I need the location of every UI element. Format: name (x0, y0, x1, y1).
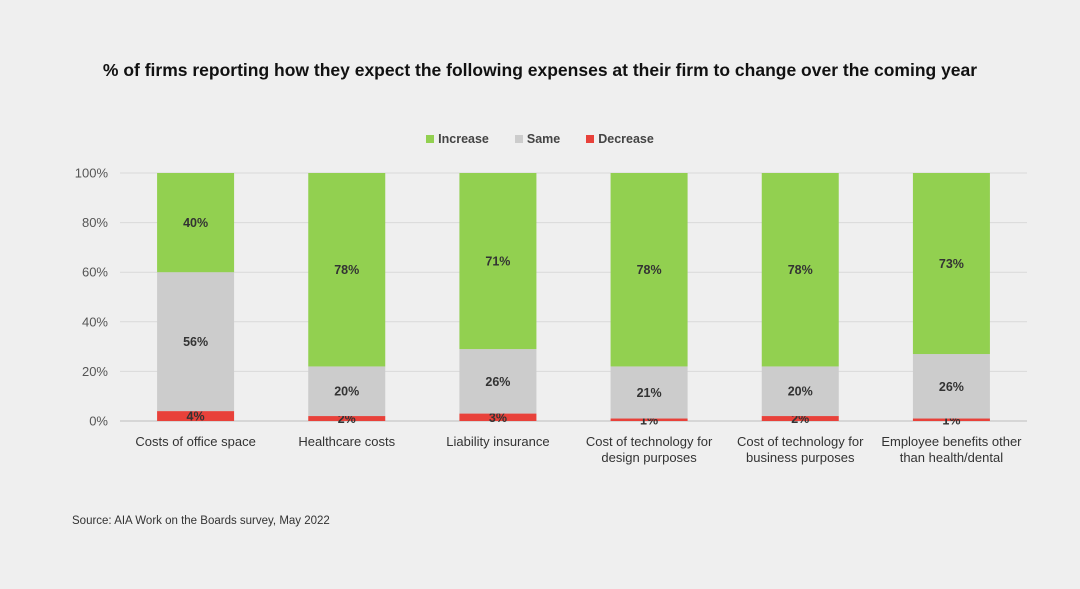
y-tick-label: 80% (82, 215, 108, 230)
data-label-decrease: 3% (489, 411, 507, 425)
bar-segment-increase (610, 173, 688, 367)
bar-segment-decrease (157, 411, 235, 421)
bar-segment-increase (308, 173, 386, 367)
legend-item-increase: Increase (426, 132, 489, 146)
bar-segment-decrease (761, 416, 839, 421)
bar-segment-same (459, 349, 537, 414)
y-tick-label: 100% (75, 166, 109, 181)
chart-title: % of firms reporting how they expect the… (102, 60, 978, 80)
data-label-same: 20% (788, 385, 813, 399)
legend-label-increase: Increase (438, 132, 489, 146)
bar-segment-same (157, 272, 235, 412)
bar-segment-decrease (308, 416, 386, 421)
bar-segment-same (912, 354, 990, 419)
bar-segment-decrease (610, 418, 688, 421)
x-tick-label: than health/dental (900, 450, 1003, 465)
data-label-increase: 78% (788, 263, 813, 277)
legend-swatch-same (514, 135, 523, 143)
legend: Increase Same Decrease (0, 132, 1080, 146)
x-tick-label: Liability insurance (446, 434, 549, 449)
data-label-same: 26% (485, 375, 510, 389)
y-tick-label: 0% (89, 414, 108, 429)
legend-label-decrease: Decrease (598, 132, 654, 146)
bar-segment-increase (761, 173, 839, 367)
source-note: Source: AIA Work on the Boards survey, M… (72, 515, 330, 527)
data-label-increase: 78% (637, 263, 662, 277)
bar-segment-decrease (912, 418, 990, 421)
data-label-increase: 40% (183, 216, 208, 230)
bar-segment-increase (459, 173, 537, 350)
x-tick-label: design purposes (601, 450, 697, 465)
legend-item-same: Same (514, 132, 561, 146)
data-label-increase: 78% (334, 263, 359, 277)
data-label-decrease: 4% (187, 410, 205, 424)
legend-item-decrease: Decrease (586, 132, 654, 146)
legend-swatch-increase (426, 135, 435, 143)
bar-segment-decrease (459, 413, 537, 421)
bar-segment-same (761, 366, 839, 417)
bar-segment-increase (157, 173, 235, 273)
y-tick-label: 40% (82, 314, 108, 329)
x-tick-label: Employee benefits other (881, 434, 1022, 449)
data-label-same: 20% (334, 385, 359, 399)
x-tick-label: business purposes (746, 450, 855, 465)
x-tick-label: Costs of office space (135, 434, 255, 449)
x-tick-label: Cost of technology for (586, 434, 713, 449)
data-label-increase: 73% (939, 257, 964, 271)
data-label-increase: 71% (485, 255, 510, 269)
bar-segment-same (610, 366, 688, 419)
legend-label-same: Same (526, 132, 561, 146)
y-tick-label: 20% (82, 364, 108, 379)
legend-swatch-decrease (586, 135, 595, 143)
x-tick-label: Cost of technology for (737, 434, 864, 449)
bar-segment-increase (912, 173, 990, 355)
y-tick-label: 60% (82, 265, 108, 280)
data-label-same: 56% (183, 335, 208, 349)
x-tick-label: Healthcare costs (298, 434, 395, 449)
data-label-same: 26% (939, 380, 964, 394)
data-label-same: 21% (637, 386, 662, 400)
bar-segment-same (308, 366, 386, 417)
